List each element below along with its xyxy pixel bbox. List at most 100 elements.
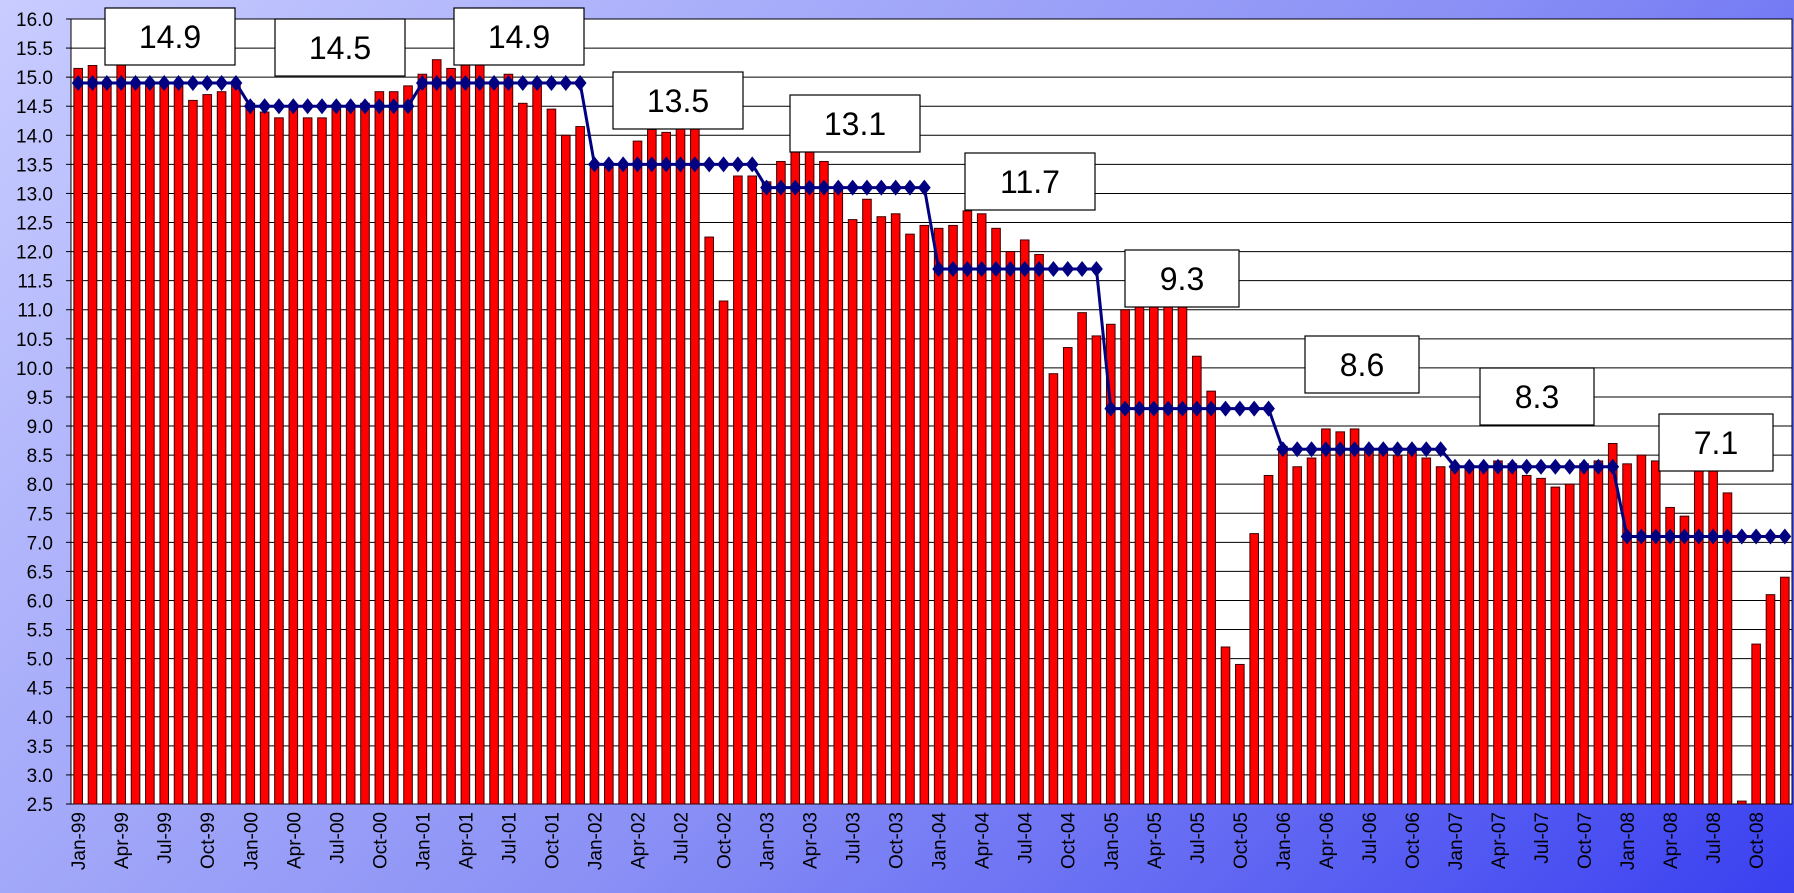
line-marker [1362,441,1376,458]
x-tick-label: Apr-03 [801,812,822,869]
line-marker [559,74,573,91]
bar [1478,466,1489,805]
line-marker [286,98,300,115]
line-marker [358,98,372,115]
y-tick-label: 6.0 [27,591,53,612]
bar [948,224,958,805]
line-marker [1534,458,1548,475]
x-tick-label: Oct-06 [1403,812,1424,869]
line-marker [71,74,85,91]
bar [1521,474,1532,805]
line-marker [1563,458,1577,475]
bar [1780,576,1790,805]
bar [1693,463,1704,805]
bar [604,166,614,805]
line-marker [1133,400,1146,417]
line-marker [1090,261,1103,278]
line-marker [616,156,630,173]
x-tick-label: Apr-04 [973,812,994,869]
bar [173,85,184,805]
bar [302,117,313,805]
x-tick-label: Apr-00 [284,812,305,869]
bar [288,105,299,805]
y-tick-label: 14.0 [16,126,53,147]
bar [374,91,385,805]
bar [331,108,342,805]
annotation-label: 9.3 [1160,261,1204,297]
bar [790,146,801,805]
x-tick-label: Oct-05 [1231,812,1252,869]
line-marker [1749,528,1763,545]
bar [1120,309,1130,805]
annotation-box [964,152,1096,211]
bar [317,117,327,805]
line-marker [1419,441,1433,458]
bar [1177,306,1188,805]
line-marker [186,74,200,91]
y-tick-label: 16.0 [16,10,53,31]
line-marker [1520,458,1534,475]
line-marker [415,74,429,91]
line-marker [674,156,687,173]
bar [1163,288,1173,805]
line-marker [315,98,329,115]
line-marker [1118,400,1132,417]
x-tick-label: Jan-08 [1618,812,1639,870]
line-marker [502,74,515,91]
bar [460,47,471,805]
bar [216,91,227,805]
line-marker [1620,528,1634,545]
bar [489,82,499,805]
bar [661,131,671,805]
line-marker [258,98,272,115]
line-marker [1649,528,1663,545]
bar [1464,466,1475,805]
line-marker [243,98,257,115]
bar [1708,460,1718,805]
line-marker [1204,400,1218,417]
line-marker [1075,261,1089,278]
line-marker [1477,458,1491,475]
x-tick-label: Oct-04 [1059,812,1080,869]
bar [274,117,284,805]
line-marker [1491,458,1505,475]
x-tick-label: Apr-08 [1661,812,1682,869]
bar [1034,254,1044,805]
line-marker [1219,400,1232,417]
bar [130,82,141,805]
line-marker [172,74,185,91]
bar [905,233,915,805]
bar [733,175,743,805]
line-marker [1591,458,1605,475]
y-tick-label: 10.0 [16,359,53,380]
line-marker [1663,528,1677,545]
line-marker [516,74,530,91]
line-marker [1333,441,1347,458]
bar [1378,451,1389,805]
bar [1650,460,1661,805]
line-marker [717,156,730,173]
y-tick-label: 5.5 [27,621,53,642]
bar [962,210,973,805]
line-marker [846,179,860,196]
bar [231,82,241,805]
y-tick-label: 3.5 [27,737,53,758]
bar [804,146,815,805]
line-marker [1434,441,1448,458]
line-marker [932,261,946,278]
bar [417,73,428,805]
x-tick-label: Jul-00 [327,812,348,864]
bar [403,85,413,805]
bar [862,198,872,805]
bar [1536,477,1546,805]
y-tick-label: 12.0 [16,243,53,264]
bar [431,59,442,805]
line-marker [1391,441,1405,458]
bar [1335,431,1346,805]
line-marker [200,74,214,91]
bar [1235,663,1245,805]
bar [1292,466,1303,805]
bar [1751,643,1761,805]
line-marker [1505,458,1519,475]
